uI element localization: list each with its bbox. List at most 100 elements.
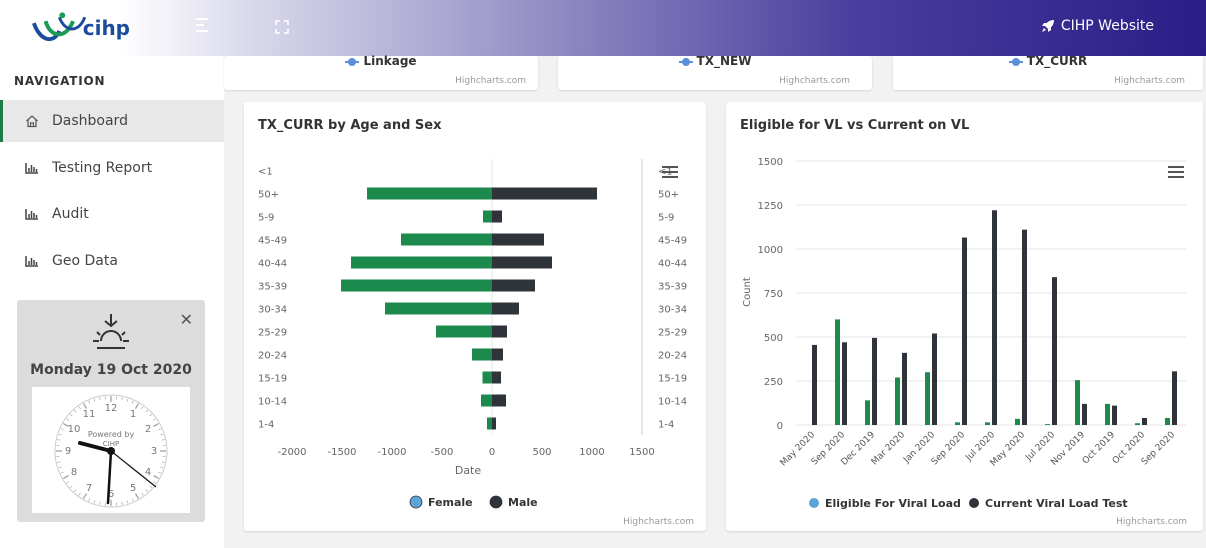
bar-female <box>483 210 492 223</box>
y-tick-label-right: 40-44 <box>658 259 687 270</box>
bar-current <box>992 210 997 425</box>
cihp-logo[interactable]: cihp <box>30 8 130 48</box>
svg-text:9: 9 <box>65 446 71 457</box>
sidebar-item-audit[interactable]: Audit <box>0 193 224 235</box>
x-tick-label: 1000 <box>579 447 604 458</box>
chart-menu-icon[interactable] <box>662 166 678 178</box>
y-tick-label: 750 <box>764 289 783 300</box>
svg-text:2: 2 <box>145 424 151 435</box>
sidebar-item-testing-report[interactable]: Testing Report <box>0 147 224 189</box>
y-tick-label-right: 5-9 <box>658 213 674 224</box>
site-link-label: CIHP Website <box>1060 18 1154 34</box>
top-bar: cihp CIHP Website <box>0 0 1206 56</box>
x-axis-title: Date <box>455 464 482 477</box>
legend-item[interactable]: TX_NEW <box>558 54 872 68</box>
y-tick-label-right: 25-29 <box>658 328 687 339</box>
sidebar-item-label: Testing Report <box>52 160 153 176</box>
bar-male <box>492 302 519 315</box>
bar-chart-icon <box>24 206 40 222</box>
chart-credits[interactable]: Highcharts.com <box>779 76 850 86</box>
legend-label: Male <box>508 496 538 509</box>
y-tick-label: 20-24 <box>258 351 287 362</box>
bar-eligible <box>1015 418 1020 425</box>
y-tick-label: 45-49 <box>258 236 287 247</box>
bar-current <box>932 333 937 425</box>
bar-eligible <box>1045 424 1050 425</box>
svg-text:8: 8 <box>71 467 77 478</box>
bar-current <box>1142 417 1147 425</box>
bar-female <box>481 394 492 407</box>
bar-eligible <box>985 422 990 425</box>
chart-credits[interactable]: Highcharts.com <box>623 517 694 527</box>
sunrise-icon <box>93 314 129 349</box>
bar-eligible <box>955 422 960 425</box>
sidebar-item-dashboard[interactable]: Dashboard <box>0 100 224 142</box>
chart-credits[interactable]: Highcharts.com <box>1114 76 1185 86</box>
bar-male <box>492 279 535 292</box>
bar-chart-icon <box>24 160 40 176</box>
x-tick-label: -1500 <box>327 447 356 458</box>
tx-curr-age-sex-chart: -2000-1500-1000-500050010001500Date<1<15… <box>258 159 687 509</box>
legend-line-icon <box>678 57 693 66</box>
bar-current <box>812 344 817 425</box>
legend-symbol <box>489 495 503 509</box>
bar-current <box>1022 229 1027 425</box>
y-tick-label-right: 30-34 <box>658 305 687 316</box>
legend-item[interactable]: TX_CURR <box>893 54 1203 68</box>
bar-female <box>472 348 492 361</box>
menu-toggle-button[interactable] <box>196 18 214 38</box>
sidebar-item-label: Geo Data <box>52 253 118 269</box>
fullscreen-icon[interactable] <box>275 20 289 34</box>
bar-male <box>492 394 506 407</box>
svg-text:1: 1 <box>130 409 136 420</box>
bar-male <box>492 210 502 223</box>
bar-eligible <box>895 377 900 425</box>
legend-symbol <box>809 498 819 508</box>
y-tick-label: 30-34 <box>258 305 287 316</box>
y-axis-title: Count <box>742 277 753 307</box>
sidebar-item-label: Audit <box>52 206 89 222</box>
chart-credits[interactable]: Highcharts.com <box>455 76 526 86</box>
nav-heading: NAVIGATION <box>14 74 106 88</box>
legend-symbol <box>969 498 979 508</box>
legend-item[interactable]: Linkage <box>224 54 538 68</box>
bar-eligible <box>925 372 930 425</box>
tx-curr-chart-card: TX_CURR Highcharts.com <box>893 54 1203 90</box>
x-tick-label: 500 <box>532 447 551 458</box>
x-tick-label: -2000 <box>277 447 306 458</box>
svg-text:5: 5 <box>130 483 136 494</box>
legend-label: Current Viral Load Test <box>985 497 1128 510</box>
bar-female <box>341 279 492 292</box>
y-tick-label: 10-14 <box>258 397 287 408</box>
bar-male <box>492 256 552 269</box>
sidebar-item-geo-data[interactable]: Geo Data <box>0 240 224 282</box>
tx-new-chart-card: TX_NEW Highcharts.com <box>558 54 872 90</box>
bar-male <box>492 233 544 246</box>
chart-menu-icon[interactable] <box>1168 166 1184 178</box>
legend-line-icon <box>345 57 360 66</box>
cihp-website-link[interactable]: CIHP Website <box>1041 18 1154 34</box>
bar-eligible <box>835 319 840 425</box>
y-tick-label-right: 50+ <box>658 190 679 201</box>
legend-label: Female <box>428 496 473 509</box>
bar-male <box>492 371 501 384</box>
chart-credits[interactable]: Highcharts.com <box>1116 517 1187 527</box>
y-tick-label: 1000 <box>758 245 783 256</box>
bar-current <box>962 237 967 425</box>
svg-text:11: 11 <box>83 409 96 420</box>
vl-eligibility-card: Eligible for VL vs Current on VL 0 250 500… <box>726 102 1203 531</box>
y-tick-label: 1500 <box>758 157 783 168</box>
y-tick-label: 50+ <box>258 190 279 201</box>
legend-label: Eligible For Viral Load <box>825 497 961 510</box>
bar-female <box>367 187 492 200</box>
y-tick-label: 500 <box>764 333 783 344</box>
y-tick-label-right: 15-19 <box>658 374 687 385</box>
legend-symbol <box>409 495 423 509</box>
home-icon <box>24 113 40 129</box>
clock-brand: CIHP <box>103 440 119 448</box>
y-tick-label-right: 35-39 <box>658 282 687 293</box>
bar-male <box>492 325 507 338</box>
close-icon[interactable]: ✕ <box>179 310 193 329</box>
